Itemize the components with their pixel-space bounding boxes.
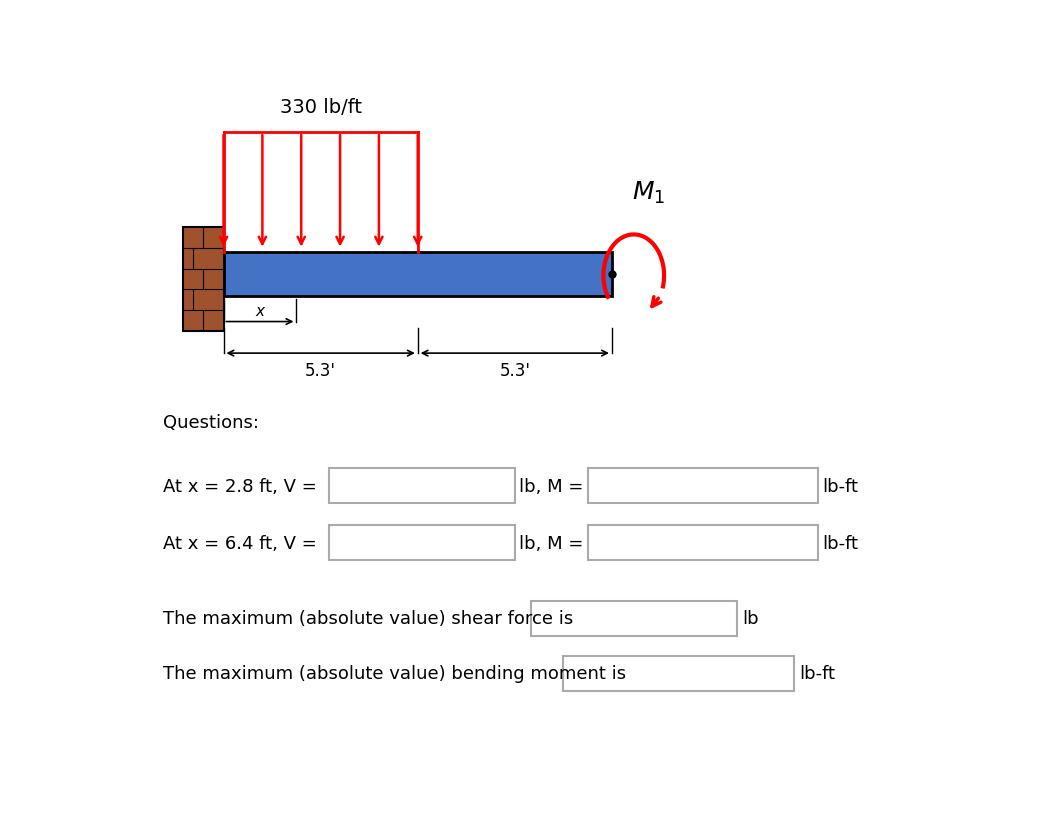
Bar bbox=[183, 228, 223, 332]
FancyBboxPatch shape bbox=[564, 656, 794, 690]
Bar bbox=[223, 253, 612, 297]
Text: lb, M =: lb, M = bbox=[519, 477, 584, 495]
Text: x: x bbox=[256, 304, 264, 319]
FancyBboxPatch shape bbox=[588, 526, 818, 560]
Text: Questions:: Questions: bbox=[163, 414, 259, 432]
Text: The maximum (absolute value) shear force is: The maximum (absolute value) shear force… bbox=[163, 609, 573, 627]
Text: lb-ft: lb-ft bbox=[823, 477, 858, 495]
Text: 5.3': 5.3' bbox=[305, 361, 336, 379]
Text: At x = 6.4 ft, V =: At x = 6.4 ft, V = bbox=[163, 534, 316, 552]
Text: lb-ft: lb-ft bbox=[823, 534, 858, 552]
Text: 330 lb/ft: 330 lb/ft bbox=[280, 98, 361, 117]
Text: lb-ft: lb-ft bbox=[799, 664, 835, 682]
FancyBboxPatch shape bbox=[531, 601, 737, 636]
FancyBboxPatch shape bbox=[329, 468, 515, 504]
Text: 5.3': 5.3' bbox=[499, 361, 530, 379]
Text: lb, M =: lb, M = bbox=[519, 534, 584, 552]
FancyBboxPatch shape bbox=[329, 526, 515, 560]
Text: lb: lb bbox=[742, 609, 759, 627]
Text: $\mathit{M}_1$: $\mathit{M}_1$ bbox=[632, 179, 665, 206]
FancyBboxPatch shape bbox=[588, 468, 818, 504]
Text: The maximum (absolute value) bending moment is: The maximum (absolute value) bending mom… bbox=[163, 664, 626, 682]
Text: At x = 2.8 ft, V =: At x = 2.8 ft, V = bbox=[163, 477, 316, 495]
